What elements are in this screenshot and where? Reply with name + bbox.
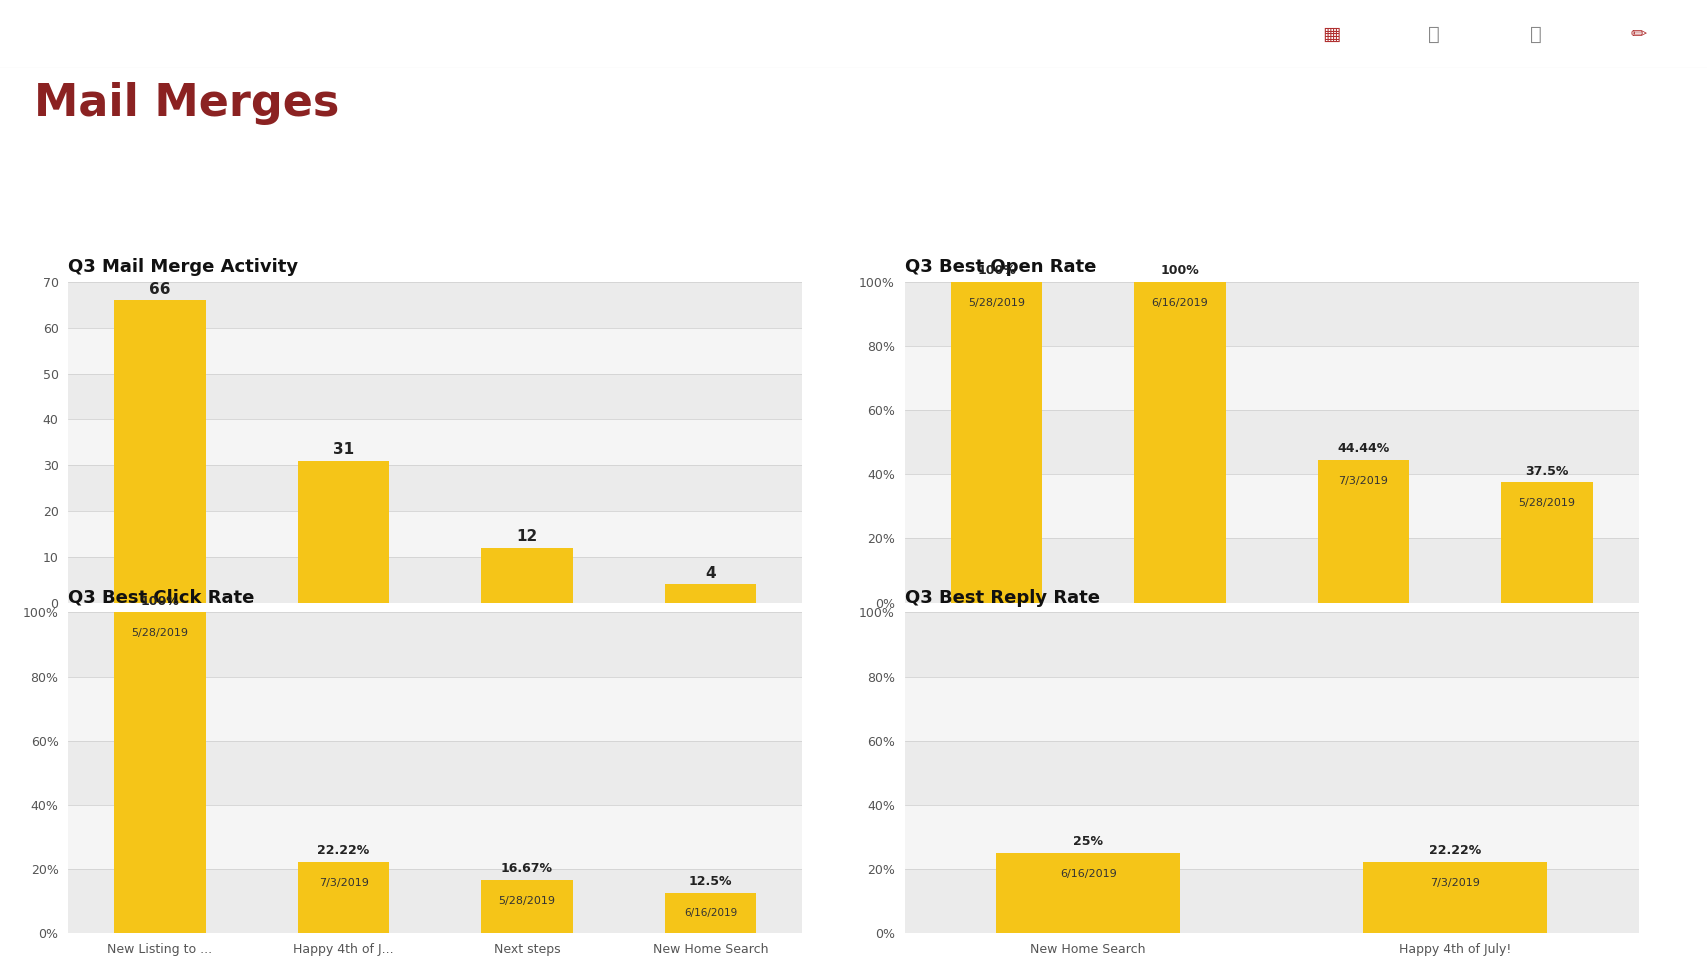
- Bar: [68, 741, 802, 805]
- Bar: [68, 419, 802, 466]
- Text: ✏: ✏: [1630, 24, 1647, 44]
- Text: 100%: 100%: [976, 264, 1016, 277]
- Bar: [1500, 482, 1593, 603]
- Text: Q3 Best Click Rate: Q3 Best Click Rate: [68, 588, 254, 607]
- Bar: [114, 300, 207, 603]
- Bar: [114, 612, 207, 933]
- Bar: [481, 547, 574, 603]
- Bar: [68, 805, 802, 869]
- Text: 6/16/2019: 6/16/2019: [1152, 298, 1209, 308]
- Text: 31: 31: [333, 442, 353, 457]
- Bar: [68, 612, 802, 677]
- Text: 7/3/2019: 7/3/2019: [1430, 878, 1480, 887]
- Text: ▦: ▦: [1323, 24, 1340, 44]
- Bar: [68, 282, 802, 328]
- Text: 5/28/2019: 5/28/2019: [968, 298, 1024, 308]
- Text: 100%: 100%: [140, 595, 179, 608]
- Bar: [905, 869, 1639, 933]
- Bar: [68, 373, 802, 419]
- Text: 25%: 25%: [1074, 835, 1103, 849]
- Text: 🗑: 🗑: [1531, 24, 1541, 44]
- Text: 5/28/2019: 5/28/2019: [498, 895, 555, 906]
- Bar: [68, 677, 802, 741]
- Bar: [68, 511, 802, 557]
- Text: Q3 Mail Merge Activity: Q3 Mail Merge Activity: [68, 258, 299, 276]
- Text: 6/16/2019: 6/16/2019: [685, 908, 737, 919]
- Bar: [1318, 460, 1410, 603]
- Bar: [297, 461, 389, 603]
- Text: 5/28/2019: 5/28/2019: [131, 629, 188, 639]
- Bar: [997, 853, 1180, 933]
- Text: 5/28/2019: 5/28/2019: [1519, 499, 1576, 508]
- Text: 6/16/2019: 6/16/2019: [1060, 869, 1116, 879]
- Bar: [905, 677, 1639, 741]
- Text: 12.5%: 12.5%: [690, 875, 732, 888]
- Bar: [951, 282, 1043, 603]
- Text: 7/3/2019: 7/3/2019: [319, 878, 369, 887]
- Text: Q3 Best Open Rate: Q3 Best Open Rate: [905, 258, 1096, 276]
- Bar: [905, 282, 1639, 346]
- Text: 37.5%: 37.5%: [1526, 465, 1569, 477]
- Bar: [905, 741, 1639, 805]
- Text: 4: 4: [705, 566, 715, 580]
- Bar: [905, 612, 1639, 677]
- Bar: [905, 805, 1639, 869]
- Bar: [481, 880, 574, 933]
- Text: 66: 66: [149, 282, 171, 296]
- Bar: [68, 869, 802, 933]
- Bar: [1364, 862, 1547, 933]
- Bar: [905, 410, 1639, 474]
- Text: 16.67%: 16.67%: [502, 862, 553, 875]
- Text: 100%: 100%: [1161, 264, 1200, 277]
- Bar: [68, 466, 802, 511]
- Text: 22.22%: 22.22%: [318, 844, 370, 857]
- Bar: [664, 893, 756, 933]
- Text: 📌: 📌: [1429, 24, 1439, 44]
- Text: 12: 12: [517, 529, 538, 544]
- Bar: [905, 346, 1639, 410]
- Bar: [68, 328, 802, 373]
- Text: 44.44%: 44.44%: [1337, 442, 1389, 455]
- Bar: [297, 862, 389, 933]
- Bar: [905, 538, 1639, 603]
- Text: 22.22%: 22.22%: [1429, 844, 1482, 857]
- Text: Q3 Best Reply Rate: Q3 Best Reply Rate: [905, 588, 1099, 607]
- Bar: [905, 474, 1639, 538]
- Bar: [1133, 282, 1226, 603]
- Bar: [664, 584, 756, 603]
- Bar: [68, 557, 802, 603]
- Text: Mail Merges: Mail Merges: [34, 82, 340, 125]
- Text: 7/3/2019: 7/3/2019: [1338, 476, 1388, 486]
